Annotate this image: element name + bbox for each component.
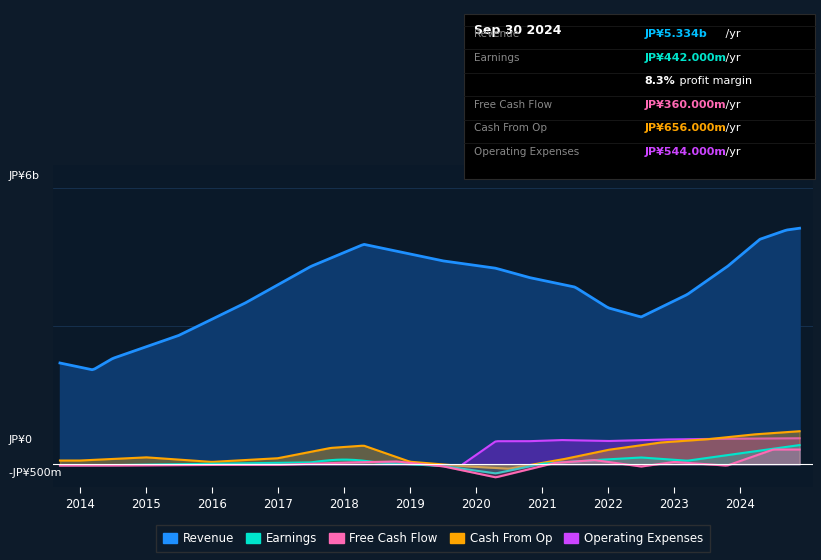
Legend: Revenue, Earnings, Free Cash Flow, Cash From Op, Operating Expenses: Revenue, Earnings, Free Cash Flow, Cash … bbox=[156, 525, 710, 552]
Text: JP¥656.000m: JP¥656.000m bbox=[644, 123, 727, 133]
Text: Free Cash Flow: Free Cash Flow bbox=[474, 100, 552, 110]
Text: Sep 30 2024: Sep 30 2024 bbox=[474, 24, 562, 37]
Text: Earnings: Earnings bbox=[474, 53, 519, 63]
Text: JP¥544.000m: JP¥544.000m bbox=[644, 147, 727, 157]
Text: Operating Expenses: Operating Expenses bbox=[474, 147, 579, 157]
Text: JP¥442.000m: JP¥442.000m bbox=[644, 53, 727, 63]
Text: 8.3%: 8.3% bbox=[644, 76, 675, 86]
Text: -JP¥500m: -JP¥500m bbox=[8, 468, 62, 478]
Text: /yr: /yr bbox=[722, 29, 741, 39]
Text: JP¥5.334b: JP¥5.334b bbox=[644, 29, 707, 39]
Text: JP¥6b: JP¥6b bbox=[8, 171, 39, 181]
Text: JP¥0: JP¥0 bbox=[8, 435, 32, 445]
Text: Cash From Op: Cash From Op bbox=[474, 123, 547, 133]
Text: /yr: /yr bbox=[722, 123, 741, 133]
Text: Revenue: Revenue bbox=[474, 29, 519, 39]
Text: JP¥360.000m: JP¥360.000m bbox=[644, 100, 726, 110]
Text: /yr: /yr bbox=[722, 100, 741, 110]
Text: /yr: /yr bbox=[722, 147, 741, 157]
Text: profit margin: profit margin bbox=[676, 76, 752, 86]
Text: /yr: /yr bbox=[722, 53, 741, 63]
